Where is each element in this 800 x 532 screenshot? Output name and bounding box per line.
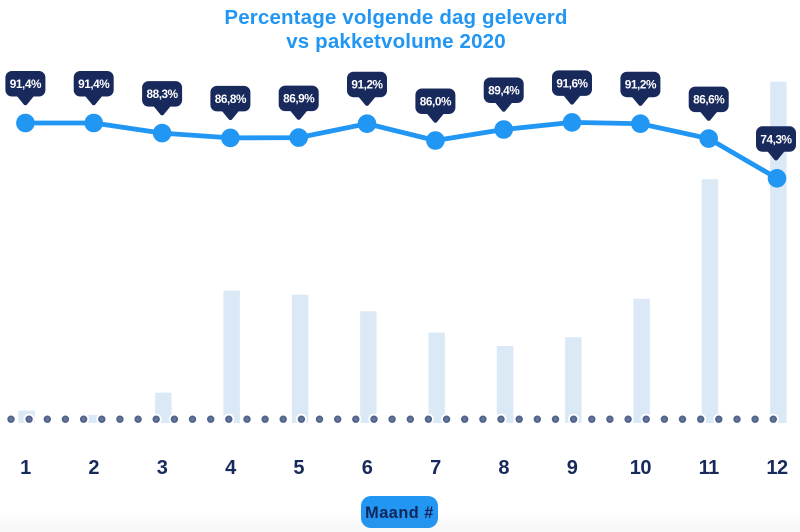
- svg-text:91,4%: 91,4%: [10, 77, 42, 91]
- svg-text:86,8%: 86,8%: [215, 92, 247, 106]
- svg-text:91,2%: 91,2%: [625, 78, 657, 92]
- svg-text:86,6%: 86,6%: [693, 93, 725, 107]
- svg-text:2: 2: [88, 457, 99, 479]
- svg-text:88,3%: 88,3%: [146, 87, 178, 101]
- svg-text:9: 9: [567, 457, 578, 479]
- svg-text:3: 3: [157, 457, 168, 479]
- svg-text:vs pakketvolume 2020: vs pakketvolume 2020: [286, 30, 506, 53]
- svg-text:10: 10: [630, 457, 652, 479]
- svg-text:6: 6: [362, 457, 373, 479]
- svg-text:5: 5: [293, 457, 304, 479]
- svg-text:Maand #: Maand #: [365, 504, 434, 522]
- svg-text:12: 12: [766, 457, 788, 479]
- svg-text:8: 8: [498, 457, 509, 479]
- svg-text:11: 11: [699, 457, 720, 479]
- svg-text:7: 7: [430, 457, 441, 479]
- svg-text:4: 4: [225, 457, 237, 479]
- svg-text:86,0%: 86,0%: [420, 95, 452, 109]
- svg-text:1: 1: [20, 457, 31, 479]
- svg-text:91,2%: 91,2%: [351, 78, 383, 92]
- svg-text:89,4%: 89,4%: [488, 84, 520, 98]
- svg-text:91,6%: 91,6%: [556, 76, 588, 90]
- svg-text:Percentage volgende dag geleve: Percentage volgende dag geleverd: [224, 6, 567, 29]
- svg-text:74,3%: 74,3%: [760, 132, 792, 146]
- svg-text:91,4%: 91,4%: [78, 77, 110, 91]
- svg-text:86,9%: 86,9%: [283, 92, 315, 106]
